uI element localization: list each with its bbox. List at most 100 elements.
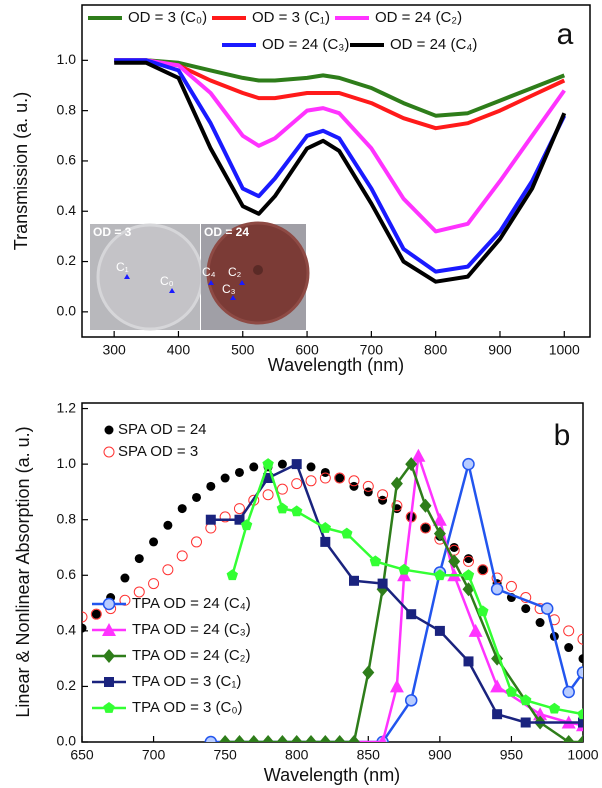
legend-marker [103,649,115,663]
marker [468,623,483,637]
marker [390,476,403,491]
marker [226,569,238,581]
marker [432,512,447,526]
marker [577,735,583,742]
marker [462,457,475,471]
marker [521,604,531,614]
marker [378,735,387,742]
legend-label: TPA OD = 3 (C₁) [132,673,241,690]
marker [333,735,346,742]
marker [562,735,575,742]
legend-marker [104,425,114,435]
series-line [114,60,567,284]
marker [319,735,332,742]
x-tick-label: 300 [102,342,126,358]
marker [462,555,474,567]
marker [405,457,418,472]
marker [262,735,275,742]
chart: 650 700 750 800 850 900 950 1000 0.0 0.2 0.4 0.6 0.8… [13,399,599,784]
legend-label: OD = 24 (C₄) [390,36,477,53]
legend-label: SPA OD = 3 [118,443,198,460]
marker [578,654,583,664]
marker [477,564,489,576]
marker [133,586,145,598]
y-tick-label: 1.2 [57,399,77,415]
legend-marker [103,446,115,458]
y-tick-label: 0.6 [57,152,77,168]
marker [177,504,187,514]
y-tick-label: 0.0 [57,733,77,749]
marker [389,679,404,693]
series-line [114,58,566,131]
marker [420,522,432,534]
y-tick-label: 1.0 [57,51,77,67]
y-axis-label: Linear & Nonlinear Absorption (a. u.) [13,426,33,717]
marker [162,564,174,576]
marker [276,502,289,514]
legend-entry: OD = 24 (C₄) [350,36,477,53]
legend-entry: OD = 24 (C₂) [335,9,462,26]
plot-area [114,58,567,284]
y-tick-label: 0.6 [57,566,77,582]
marker [419,498,432,513]
marker [490,582,504,596]
y-axis-label: Transmission (a. u.) [11,92,31,250]
inset-label: C₀ [160,274,174,288]
marker [291,459,302,470]
legend-entry: TPA OD = 3 (C₁) [92,673,241,690]
marker [191,536,203,548]
x-tick-label: 750 [213,747,237,763]
marker [478,565,488,575]
marker [305,735,317,742]
marker [90,608,102,620]
marker [306,462,316,472]
marker [563,625,575,637]
marker [540,602,554,615]
marker [82,611,88,623]
marker [234,467,244,477]
chart: 300 400 500 600 700 800 900 1000 0.0 0.2 0.4 0.6 0.8… [11,4,591,375]
marker [377,489,389,501]
legend-entry: SPA OD = 3 [103,443,198,460]
marker [120,573,130,583]
marker [449,542,459,552]
marker [319,522,331,533]
marker [398,563,410,575]
marker [148,578,160,590]
inset-label: OD = 24 [204,225,249,239]
marker [119,594,131,606]
legend-marker [104,677,114,687]
marker [406,609,417,620]
marker [262,458,274,469]
marker [369,555,382,567]
marker [149,537,159,547]
x-tick-label: 900 [428,747,452,763]
marker [505,580,517,592]
legend-marker [103,702,115,713]
y-tick-label: 0.0 [57,303,77,319]
marker [348,475,360,487]
marker [290,735,303,742]
marker [535,618,545,628]
marker [291,478,303,490]
marker [163,520,173,530]
series-line [354,454,583,742]
marker [434,625,445,636]
legend-entry: TPA OD = 24 (C₃) [92,621,251,638]
marker [578,717,583,728]
x-axis-label: Wavelength (nm) [268,355,404,375]
series-line [114,58,566,118]
legend-entry: TPA OD = 24 (C₄) [92,595,251,612]
x-tick-label: 950 [500,747,524,763]
marker [277,459,287,469]
marker [349,575,359,586]
marker [505,686,518,697]
marker [91,609,101,619]
legend-label: TPA OD = 3 (C₀) [132,699,243,716]
marker [276,483,288,495]
marker [548,702,561,714]
series-line [114,58,566,234]
marker [463,554,473,564]
series-line [231,462,583,716]
inset-label: C₁ [116,260,129,274]
